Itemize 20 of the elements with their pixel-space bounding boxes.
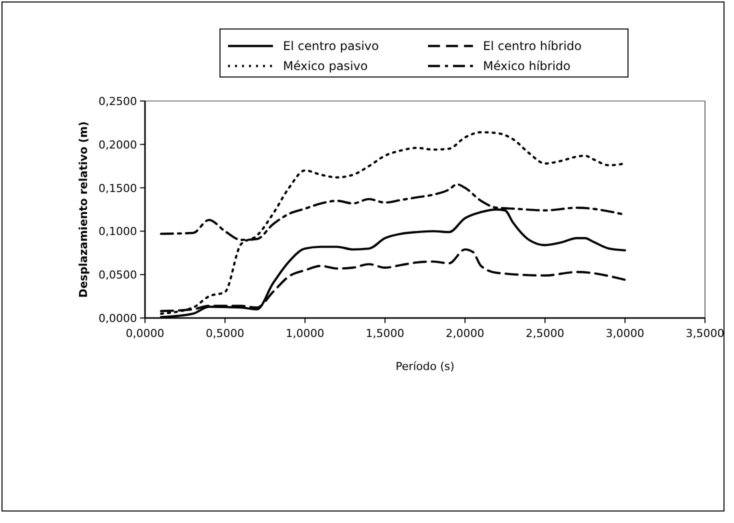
y-tick-label: 0,2500 <box>98 95 137 108</box>
legend-label: México pasivo <box>283 59 368 73</box>
x-tick-label: 0,5000 <box>206 327 244 340</box>
legend-label: El centro pasivo <box>283 39 379 53</box>
x-tick-label: 3,5000 <box>686 327 724 340</box>
y-axis-title: Desplazamiento relativo (m) <box>77 121 90 298</box>
x-tick-label: 1,0000 <box>286 327 324 340</box>
x-axis-title: Período (s) <box>396 360 454 373</box>
y-tick-label: 0,1500 <box>98 182 137 195</box>
y-tick-label: 0,0500 <box>98 268 137 282</box>
legend-label: México híbrido <box>483 59 570 73</box>
y-tick-label: 0,1000 <box>98 225 137 238</box>
x-tick-label: 2,0000 <box>446 327 484 340</box>
x-tick-label: 0,0000 <box>126 327 164 340</box>
y-tick-label: 0,2000 <box>98 138 137 152</box>
x-tick-label: 2,5000 <box>526 327 564 340</box>
legend-label: El centro híbrido <box>483 39 582 53</box>
y-tick-label: 0,0000 <box>98 312 137 325</box>
x-tick-label: 3,0000 <box>606 327 644 340</box>
x-tick-label: 1,5000 <box>366 327 404 340</box>
